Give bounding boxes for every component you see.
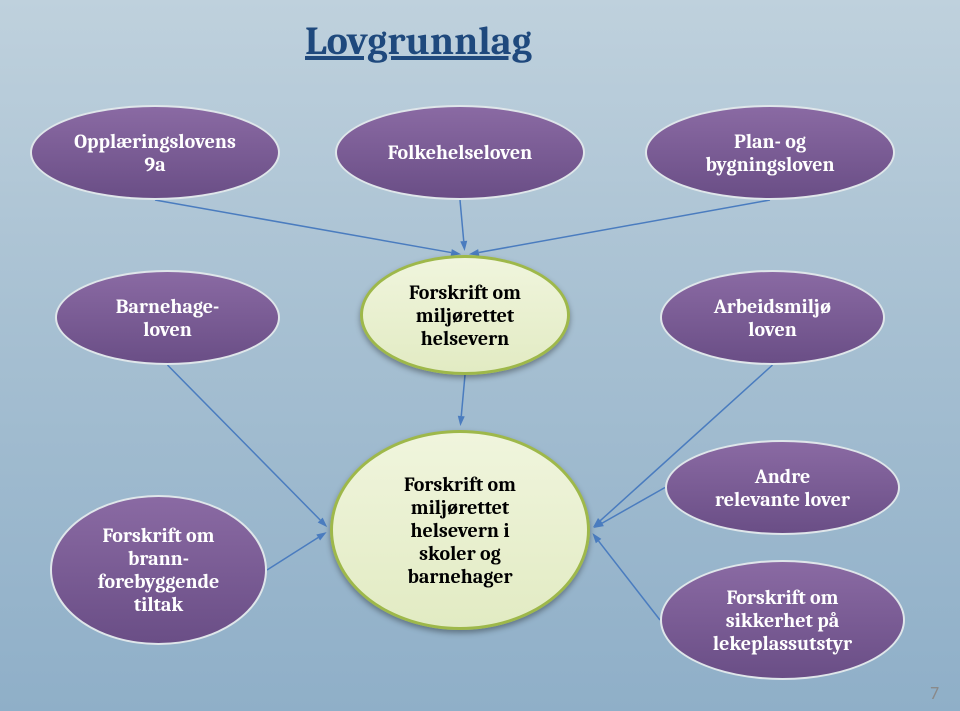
- node-forskrift-miljorettet-helsevern: Forskrift om miljørettet helsevern: [360, 255, 570, 375]
- slide: Lovgrunnlag Opplæringslovens 9a Folkehel…: [0, 0, 960, 711]
- node-forskrift-lekeplassutstyr: Forskrift om sikkerhet på lekeplassutsty…: [660, 560, 905, 680]
- node-andre-relevante-lover: Andre relevante lover: [665, 440, 900, 535]
- node-barnehageloven: Barnehage- loven: [55, 270, 280, 365]
- node-forskrift-helsevern-skoler-barnehager: Forskrift om miljørettet helsevern i sko…: [330, 430, 590, 630]
- page-number: 7: [930, 682, 939, 704]
- node-arbeidsmiljoloven: Arbeidsmiljø loven: [660, 270, 885, 365]
- page-title: Lovgrunnlag: [305, 18, 532, 64]
- node-folkehelseloven: Folkehelseloven: [335, 105, 585, 200]
- node-forskrift-brannforebyggende: Forskrift om brann- forebyggende tiltak: [50, 495, 267, 645]
- node-plan-og-bygningsloven: Plan- og bygningsloven: [645, 105, 895, 200]
- node-opplaeringslovens-9a: Opplæringslovens 9a: [30, 105, 280, 200]
